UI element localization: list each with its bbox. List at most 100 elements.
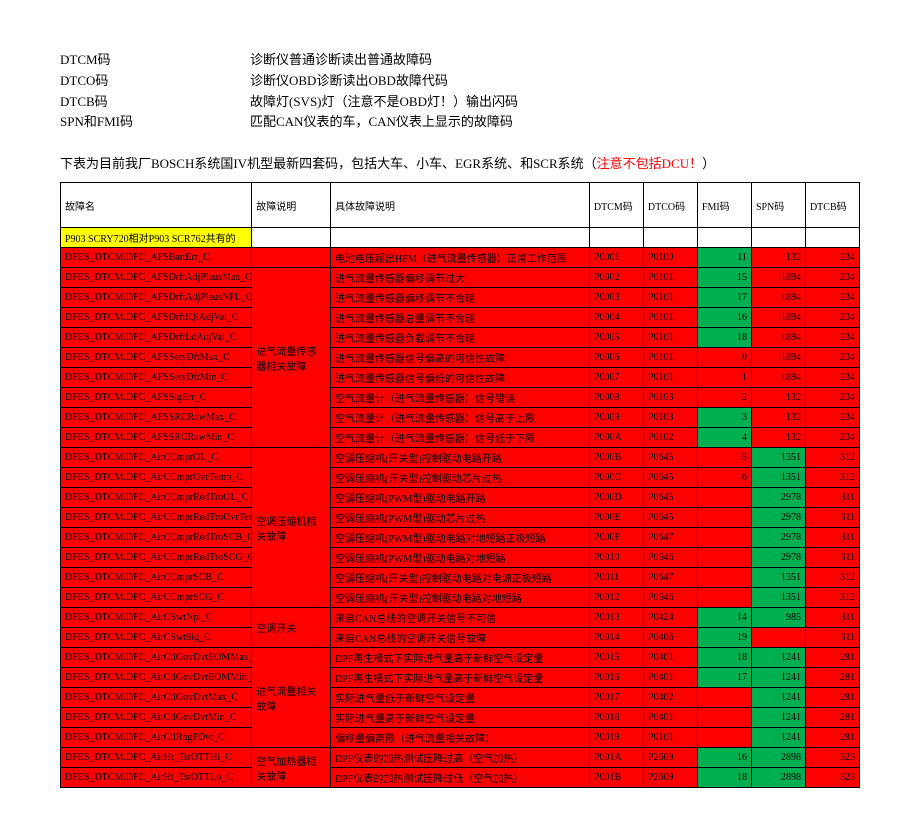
cell-spn: 1241 — [751, 708, 805, 728]
section-empty — [252, 228, 331, 248]
dtc-table: 故障名 故障说明 具体故障说明 DTCM码 DTCO码 FMI码 SPN码 DT… — [60, 182, 860, 788]
legend-key: DTCB码 — [60, 92, 250, 113]
table-row: DFES_DTCM.DFC_AirCSwtNpl_C空调开关来自CAN总线的空调… — [61, 608, 860, 628]
note-warn: 注意不包括DCU！ — [597, 156, 702, 171]
cell-detail: 来自CAN总线的空调开关信号不可信 — [331, 608, 590, 628]
cell-name: DFES_DTCM.DFC_AirCtlGovDvtMin_C — [61, 708, 252, 728]
cell-detail: 来自CAN总线的空调开关信号故障 — [331, 628, 590, 648]
cell-dtco: P0645 — [643, 468, 697, 488]
legend-key: DTCM码 — [60, 50, 250, 71]
cell-dtco: P0101 — [643, 328, 697, 348]
cell-dtcb: 234 — [805, 388, 859, 408]
cell-detail: 空调压缩机(PWM型)驱动芯片过热 — [331, 508, 590, 528]
cell-spn: 1894 — [751, 288, 805, 308]
table-row: DFES_DTCM.DFC_AFSSetyDftMin_C进气流量传感器信号偏低… — [61, 368, 860, 388]
cell-spn: 2978 — [751, 508, 805, 528]
cell-dtcm: P000D — [589, 488, 643, 508]
cell-dtco: P0466 — [643, 628, 697, 648]
legend-block: DTCM码诊断仪普通诊断读出普通故障码DTCO码诊断仪OBD诊断读出OBD故障代… — [60, 50, 860, 133]
cell-expl: 进气流量相关故障 — [252, 648, 331, 748]
cell-detail: DPF再生模式下实际进气量高于新鲜空气设定量 — [331, 668, 590, 688]
cell-spn: 1241 — [751, 728, 805, 748]
cell-fmi — [697, 508, 751, 528]
cell-fmi: 17 — [697, 668, 751, 688]
cell-dtcm: P0019 — [589, 728, 643, 748]
cell-detail: DPF仪表的加热测试压降过低（空气加热） — [331, 768, 590, 788]
table-row: DFES_DTCM.DFC_AirCCmprOL_C空调压缩机相关故障空调压缩机… — [61, 448, 860, 468]
cell-detail: 进气流量传感器信号偏高的可信性故障 — [331, 348, 590, 368]
cell-name: DFES_DTCM.DFC_AirCSwtSig_C — [61, 628, 252, 648]
cell-detail: 电池电压超出HFM（进气流量传感器）正常工作范围 — [331, 248, 590, 268]
th-detail: 具体故障说明 — [331, 183, 590, 228]
cell-spn: 1351 — [751, 468, 805, 488]
cell-spn: 1894 — [751, 308, 805, 328]
cell-name: DFES_DTCM.DFC_AirCCmprSCB_C — [61, 568, 252, 588]
cell-dtcb: 281 — [805, 728, 859, 748]
cell-dtco: P0101 — [643, 728, 697, 748]
cell-detail: 空调压缩机(PWM型)驱动电路开路 — [331, 488, 590, 508]
cell-detail: DPF仪表的加热测试压降过高（空气加热） — [331, 748, 590, 768]
cell-fmi: 2 — [697, 388, 751, 408]
cell-spn — [751, 628, 805, 648]
cell-spn: 132 — [751, 428, 805, 448]
cell-dtcb: 234 — [805, 348, 859, 368]
cell-fmi: 0 — [697, 348, 751, 368]
cell-fmi — [697, 488, 751, 508]
cell-name: DFES_DTCM.DFC_AFSSetyDftMax_C — [61, 348, 252, 368]
th-expl: 故障说明 — [252, 183, 331, 228]
cell-name: DFES_DTCM.DFC_AFSDrftAdjPlausMax_C — [61, 268, 252, 288]
table-row: DFES_DTCM.DFC_AFSDrftIQlAdjVal_C进气流量传感器总… — [61, 308, 860, 328]
cell-detail: 空调压缩机(开关型)控制驱动电路对地短路 — [331, 588, 590, 608]
cell-spn: 1351 — [751, 448, 805, 468]
table-row: DFES_DTCM.DFC_AFSSRCRawMax_C空气流量计（进气流量传感… — [61, 408, 860, 428]
cell-dtcb: 281 — [805, 708, 859, 728]
cell-dtcm: P001B — [589, 768, 643, 788]
cell-detail: 空气流量计（进气流量传感器）信号错误 — [331, 388, 590, 408]
cell-dtcm: P0017 — [589, 688, 643, 708]
th-spn: SPN码 — [751, 183, 805, 228]
table-row: DFES_DTCM.DFC_AirHt_TstOTTLo_C DPF仪表的加热测试… — [61, 768, 860, 788]
table-row: DFES_DTCM.DFC_AirCtlRngPDvt_C偏移量偏离限（进气流量… — [61, 728, 860, 748]
cell-dtco: P0424 — [643, 608, 697, 628]
cell-dtcb: 311 — [805, 528, 859, 548]
cell-detail: 实际进气量低于新鲜空气设定量 — [331, 688, 590, 708]
cell-dtcb: 311 — [805, 508, 859, 528]
cell-name: DFES_DTCM.DFC_AirCtlGovDvtMax_C — [61, 688, 252, 708]
cell-dtco: P2609 — [643, 768, 697, 788]
table-body: P903 SCRY720相对P903 SCR762共有的DFES_DTCM.DF… — [61, 228, 860, 788]
cell-dtcm: P000E — [589, 508, 643, 528]
cell-dtcm: P0013 — [589, 608, 643, 628]
cell-dtco: P0101 — [643, 268, 697, 288]
cell-dtco: P0645 — [643, 448, 697, 468]
cell-dtcb: 311 — [805, 608, 859, 628]
cell-detail: 进气流量传感器偏移调节过大 — [331, 268, 590, 288]
cell-name: DFES_DTCM.DFC_AirCCmprRedTroOvrTemp_C — [61, 508, 252, 528]
cell-fmi — [697, 728, 751, 748]
cell-name: DFES_DTCM.DFC_AirHt_TstOTTLo_C — [61, 768, 252, 788]
table-row: DFES_DTCM.DFC_AFSSRCRawMin_C空气流量计（进气流量传感… — [61, 428, 860, 448]
cell-fmi: 11 — [697, 248, 751, 268]
cell-name: DFES_DTCM.DFC_AFSSetyDftMin_C — [61, 368, 252, 388]
cell-name: DFES_DTCM.DFC_AFSSRCRawMax_C — [61, 408, 252, 428]
cell-spn: 1351 — [751, 588, 805, 608]
cell-dtcb: 323 — [805, 768, 859, 788]
cell-dtco: P0102 — [643, 428, 697, 448]
cell-fmi: 18 — [697, 328, 751, 348]
cell-dtcb: 281 — [805, 668, 859, 688]
cell-spn: 1351 — [751, 568, 805, 588]
cell-fmi: 15 — [697, 268, 751, 288]
cell-dtcm: P0004 — [589, 308, 643, 328]
cell-detail: 偏移量偏离限（进气流量相关故障） — [331, 728, 590, 748]
cell-name: DFES_DTCM.DFC_AFSSigErr_C — [61, 388, 252, 408]
cell-fmi: 1 — [697, 368, 751, 388]
table-row: DFES_DTCM.DFC_AirCCmprRedTroSCB_C空调压缩机(P… — [61, 528, 860, 548]
table-row: DFES_DTCM.DFC_AFSBattErr_C电池电压超出HFM（进气流量… — [61, 248, 860, 268]
table-row: DFES_DTCM.DFC_AFSSetyDftMax_C 进气流量传感器信号偏高… — [61, 348, 860, 368]
cell-fmi: 18 — [697, 768, 751, 788]
cell-spn: 2978 — [751, 548, 805, 568]
cell-dtcm: P0003 — [589, 288, 643, 308]
cell-dtco: P2609 — [643, 748, 697, 768]
cell-dtcm: P0016 — [589, 668, 643, 688]
cell-dtcb: 311 — [805, 488, 859, 508]
cell-dtcm: P0010 — [589, 548, 643, 568]
